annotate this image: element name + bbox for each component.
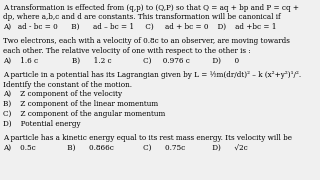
Text: A)    0.5c              B)      0.866c             C)      0.75c            D)  : A) 0.5c B) 0.866c C) 0.75c D) (3, 143, 248, 151)
Text: B)    Z component of the linear momentum: B) Z component of the linear momentum (3, 100, 158, 108)
Text: each other. The relative velocity of one with respect to the other is :: each other. The relative velocity of one… (3, 47, 251, 55)
Text: A)    Z component of the velocity: A) Z component of the velocity (3, 90, 122, 98)
Text: A particle in a potential has its Lagrangian given by L = ½m(dr/dt)² – k (x²+y²): A particle in a potential has its Lagran… (3, 71, 301, 79)
Text: Two electrons, each with a velocity of 0.8c to an observer, are moving towards: Two electrons, each with a velocity of 0… (3, 37, 290, 45)
Text: C)    Z component of the angular momentum: C) Z component of the angular momentum (3, 110, 165, 118)
Text: D)    Potential energy: D) Potential energy (3, 120, 81, 127)
Text: A particle has a kinetic energy equal to its rest mass energy. Its velocity will: A particle has a kinetic energy equal to… (3, 134, 292, 142)
Text: A transformation is effected from (q,p) to (Q,P) so that Q = aq + bp and P = cq : A transformation is effected from (q,p) … (3, 4, 299, 12)
Text: A)   ad - bc = 0      B)      ad – bc = 1     C)     ad + bc = 0    D)    ad +bc: A) ad - bc = 0 B) ad – bc = 1 C) ad + bc… (3, 23, 277, 31)
Text: A)    1.6 c               B)      1.2 c              C)     0.976 c          D) : A) 1.6 c B) 1.2 c C) 0.976 c D) (3, 57, 239, 65)
Text: Identify the constant of the motion.: Identify the constant of the motion. (3, 81, 132, 89)
Text: dp, where a,b,c and d are constants. This transformation will be canonical if: dp, where a,b,c and d are constants. Thi… (3, 13, 281, 21)
